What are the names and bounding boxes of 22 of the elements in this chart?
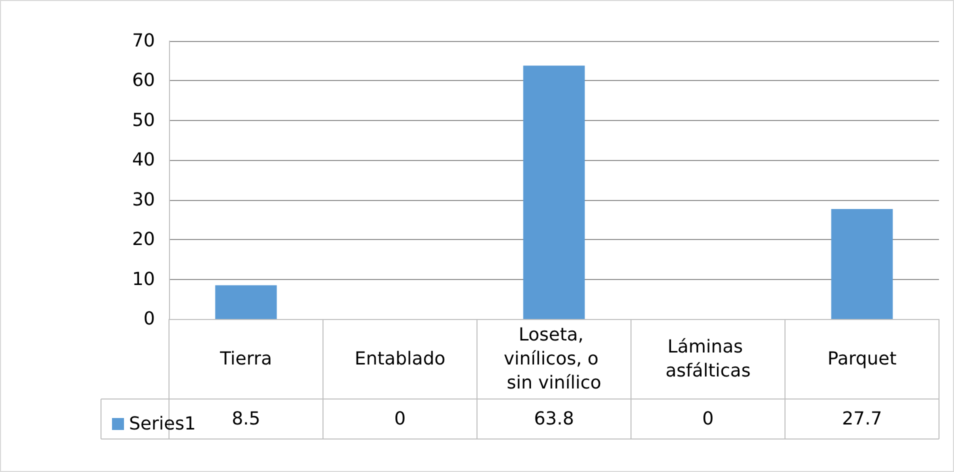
x-tick-label: Láminas asfálticas (665, 336, 751, 382)
bar (523, 66, 585, 319)
data-label: 0 (394, 408, 406, 430)
y-tick-label: 0 (144, 308, 155, 330)
y-tick-label: 20 (132, 229, 155, 250)
y-tick-label: 10 (132, 268, 155, 290)
x-tick-label: Loseta, vinílicos, o sin vinílico (504, 324, 604, 394)
bar (831, 208, 893, 319)
x-tick-label: Entablado (354, 348, 446, 370)
x-tick-label: Parquet (827, 348, 897, 370)
y-tick-label: 70 (132, 30, 155, 52)
y-tick-label: 60 (132, 70, 155, 92)
y-tick-label: 30 (132, 189, 155, 210)
x-tick-label: Tierra (218, 348, 272, 370)
bar (215, 285, 277, 319)
data-label: 8.5 (232, 408, 260, 430)
legend-label: Series1 (129, 414, 196, 434)
data-label: 27.7 (842, 408, 882, 430)
y-tick-label: 50 (132, 110, 155, 131)
y-tick-label: 40 (132, 150, 155, 171)
data-label: 0 (702, 408, 714, 430)
data-label: 63.8 (534, 408, 574, 430)
